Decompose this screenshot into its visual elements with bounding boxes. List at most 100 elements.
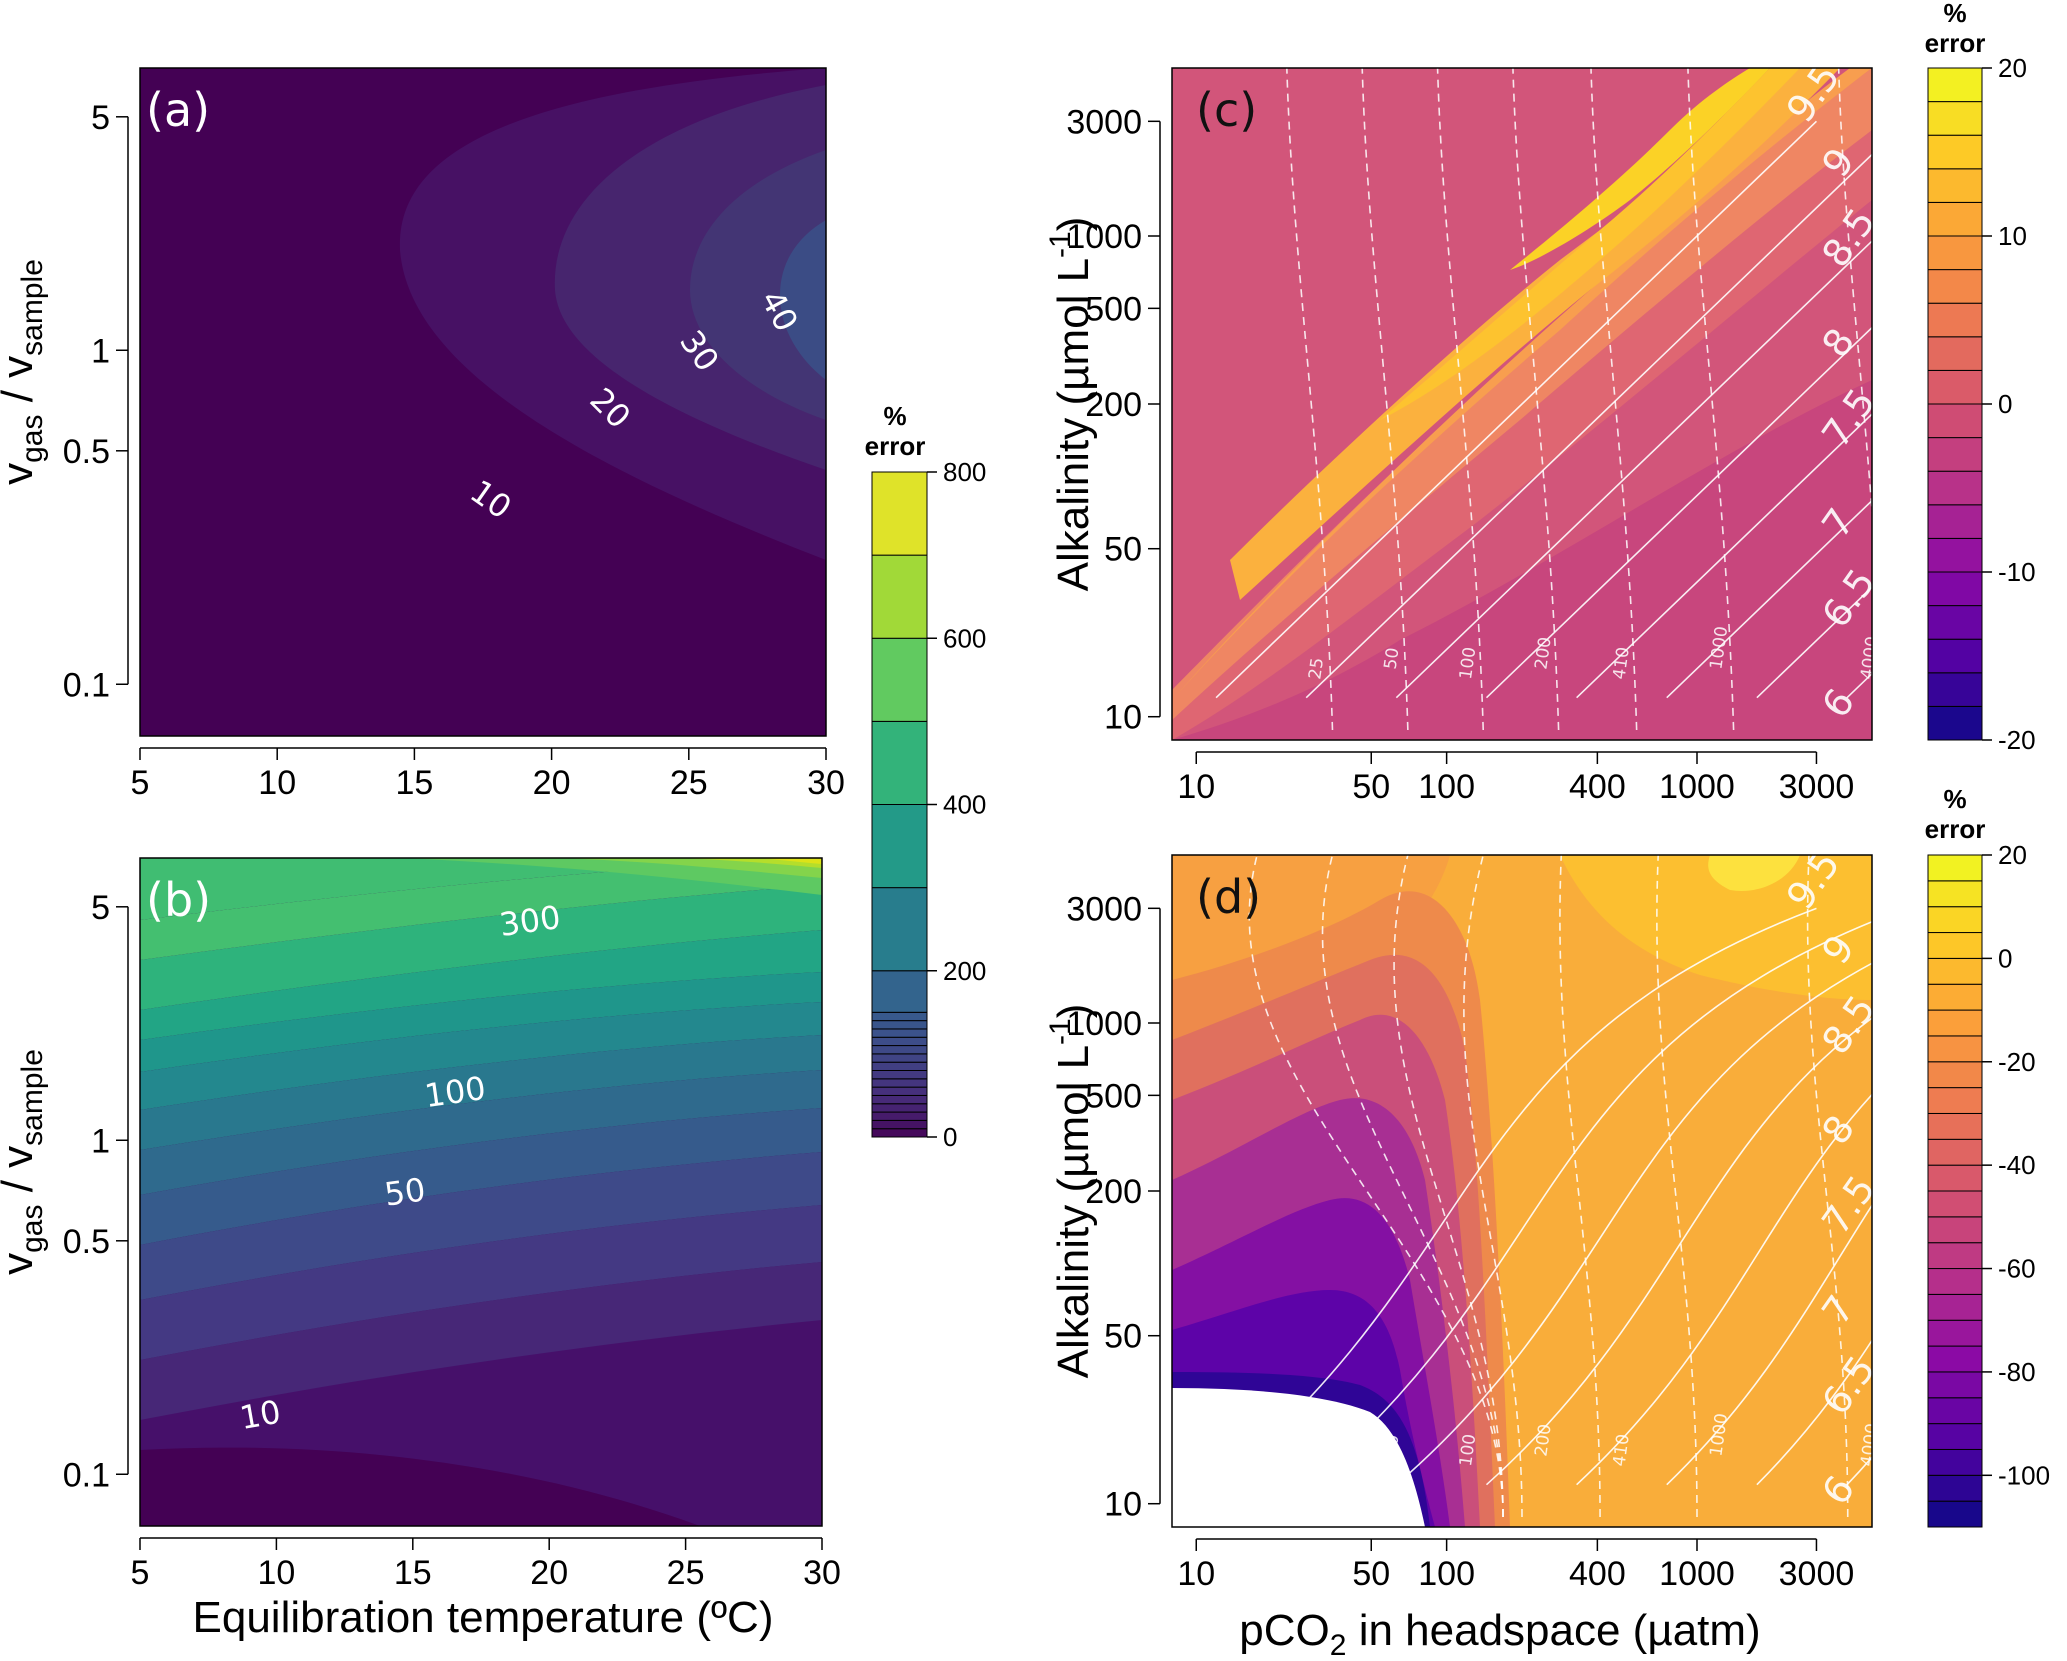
right-x-axis-label: pCO2 in headspace (µatm)	[1239, 1606, 1760, 1661]
cbD-swatch	[1927, 932, 1983, 959]
cbD-swatch	[1927, 1242, 1983, 1270]
ph-isoline	[1305, 153, 1872, 699]
x-tick-label: 30	[807, 764, 845, 802]
cbD-swatch	[1927, 1190, 1983, 1218]
panel-a-band-30	[690, 150, 826, 420]
y-tick-label: 50	[1104, 531, 1142, 569]
cbC-swatch	[1927, 67, 1983, 103]
x-tick-label: 50	[1352, 768, 1390, 806]
y-tick-label: 0.1	[63, 1456, 110, 1494]
panel-c: 25 50 100 200 410 1000 40009.598.587.576.565.5…	[1066, 67, 1883, 806]
y-tick-label: 1	[91, 1122, 110, 1160]
colorbar-ab-swatch	[871, 1103, 928, 1113]
colorbar-ab-tick-label: 400	[943, 790, 986, 820]
y-tick-label: 10	[1104, 699, 1142, 737]
panel-d: 25 50 100 200 410 1000 40009.598.587.576.565.5…	[1066, 854, 1883, 1593]
cbD-tick-label: -100	[1998, 1460, 2050, 1490]
cbC-swatch	[1927, 336, 1983, 371]
colorbar-ab-swatch	[871, 1011, 928, 1022]
panel-b-contour-label-2: 100	[422, 1069, 488, 1115]
pco2-isoline	[1393, 855, 1504, 1518]
panel-c-lower-band	[1172, 380, 1872, 740]
cbC-swatch	[1927, 504, 1983, 539]
panel-d-undefined-region	[1172, 1388, 1425, 1527]
colorbar-ab-swatch	[871, 554, 928, 639]
ph-isoline	[1485, 1017, 1872, 1486]
x-tick-label: 10	[1177, 1555, 1215, 1593]
colorbar-ab-swatch	[871, 1045, 928, 1055]
x-tick-label: 400	[1569, 768, 1626, 806]
panel-b-fill	[140, 858, 822, 1526]
colorbar-ab-swatch	[871, 471, 928, 556]
x-tick-label: 5	[131, 1554, 150, 1592]
colorbar-ab-title-2: error	[865, 431, 926, 461]
cbC-swatch	[1927, 638, 1983, 674]
pco2-isoline-label: 200	[1531, 636, 1555, 671]
colorbar-ab-swatch	[871, 1061, 928, 1071]
colorbar-c-title-1: %	[1943, 0, 1966, 28]
cbC-swatch	[1927, 201, 1983, 237]
ph-isoline	[1576, 1093, 1872, 1486]
x-tick-label: 20	[533, 764, 571, 802]
pco2-isoline-label: 100	[1456, 646, 1480, 681]
cbC-swatch	[1927, 369, 1983, 405]
pco2-isoline-label: 4000	[1857, 1422, 1883, 1468]
pco2-isoline	[1656, 855, 1698, 1518]
colorbar-ab-tick-label: 0	[943, 1122, 957, 1152]
left-x-axis-label: Equilibration temperature (ºC)	[193, 1593, 774, 1642]
x-tick-label: 30	[803, 1554, 841, 1592]
cbD-swatch	[1927, 1474, 1983, 1502]
cbD-swatch	[1927, 906, 1983, 934]
ph-isoline	[1485, 326, 1872, 699]
colorbar-d: % error -100 -80 -60 -40 -20 0 20	[1925, 784, 2050, 1528]
colorbar-c-title-2: error	[1925, 28, 1986, 58]
x-tick-label: 50	[1352, 1555, 1390, 1593]
colorbar-ab-tick-label: 200	[943, 956, 986, 986]
panel-b: (b) 10 50 100 300 5 10 15 20 25 300.10.515	[63, 857, 841, 1592]
panel-c-y-axis-label: Alkalinity (µmol L-1)	[1044, 217, 1098, 592]
panel-a-fill	[140, 68, 826, 736]
panel-c-label: (c)	[1196, 83, 1257, 137]
ph-isoline	[1215, 907, 1817, 1486]
y-tick-label: 0.5	[63, 1223, 110, 1261]
y-tick-label: 1000	[1066, 1005, 1142, 1043]
panel-a: (a) 10 20 30 40 5 10 15 20 25 300.10.515	[63, 67, 845, 802]
cbD-swatch	[1927, 1371, 1983, 1399]
ph-isoline	[1666, 1203, 1872, 1486]
x-tick-label: 100	[1418, 1555, 1475, 1593]
colorbar-ab-swatch	[871, 1094, 928, 1105]
cbC-tick-label: -10	[1998, 557, 2036, 587]
cbD-swatch	[1927, 1087, 1983, 1114]
cbD-swatch	[1927, 1009, 1983, 1037]
cbD-swatch	[1927, 1319, 1983, 1347]
y-tick-label: 1	[91, 332, 110, 370]
cbC-swatch	[1927, 168, 1983, 203]
y-tick-label: 5	[91, 889, 110, 927]
colorbar-ab-swatch	[871, 887, 928, 972]
colorbar-ab-swatch	[871, 804, 928, 889]
cbD-swatch	[1927, 1293, 1983, 1321]
y-tick-label: 50	[1104, 1318, 1142, 1356]
pco2-isoline-label: 50	[1381, 1433, 1404, 1457]
pco2-isoline-label: 4000	[1857, 635, 1883, 681]
colorbar-ab-swatch	[871, 1053, 928, 1063]
colorbar-ab-swatch	[871, 1086, 928, 1096]
colorbar-ab-swatch	[871, 1111, 928, 1121]
cbC-tick-label: 0	[1998, 389, 2012, 419]
cbD-swatch	[1927, 1500, 1983, 1528]
panel-a-axes: 5 10 15 20 25 300.10.515	[63, 99, 845, 802]
panel-d-fill	[1172, 855, 1872, 1527]
pco2-isoline	[1463, 855, 1523, 1518]
cbD-swatch	[1927, 1448, 1983, 1476]
pco2-isoline	[1559, 855, 1601, 1518]
cbD-tick-label: -20	[1998, 1047, 2036, 1077]
ph-isoline	[1756, 1338, 1872, 1486]
cbD-swatch	[1927, 957, 1983, 985]
panel-a-band-40	[780, 220, 826, 380]
pco2-isoline	[1590, 68, 1638, 731]
ph-isoline	[1395, 239, 1872, 699]
pco2-isoline	[1837, 68, 1872, 521]
y-tick-label: 1000	[1066, 218, 1142, 256]
panel-d-axes: 10 50 100 400 1000 3000 10 50 200 500 1000 3000	[1066, 890, 1854, 1593]
